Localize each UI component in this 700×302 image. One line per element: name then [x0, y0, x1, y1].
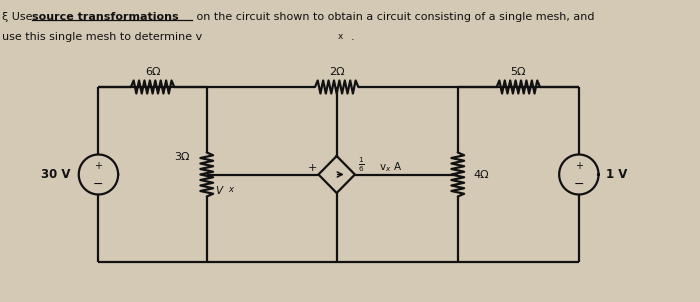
- Text: 1 V: 1 V: [606, 168, 628, 181]
- Text: v$_x$ A: v$_x$ A: [379, 161, 402, 174]
- Text: +: +: [575, 161, 583, 171]
- Text: x: x: [228, 185, 233, 194]
- Text: 4Ω: 4Ω: [473, 169, 489, 179]
- Text: $\frac{1}{6}$: $\frac{1}{6}$: [358, 155, 365, 174]
- Text: −: −: [573, 178, 584, 191]
- Text: 2Ω: 2Ω: [329, 67, 344, 77]
- Text: +: +: [94, 161, 102, 171]
- Text: +: +: [307, 163, 317, 174]
- Text: use this single mesh to determine v: use this single mesh to determine v: [2, 32, 202, 42]
- Text: .: .: [351, 32, 354, 42]
- Text: 6Ω: 6Ω: [145, 67, 160, 77]
- Text: 3Ω: 3Ω: [174, 152, 190, 162]
- Text: ξ Use: ξ Use: [2, 12, 36, 22]
- Text: V: V: [216, 185, 223, 195]
- Text: source transformations: source transformations: [32, 12, 178, 22]
- Text: on the circuit shown to obtain a circuit consisting of a single mesh, and: on the circuit shown to obtain a circuit…: [193, 12, 594, 22]
- Text: 30 V: 30 V: [41, 168, 71, 181]
- Text: 5Ω: 5Ω: [510, 67, 526, 77]
- Text: −: −: [93, 178, 104, 191]
- Text: x: x: [337, 32, 343, 41]
